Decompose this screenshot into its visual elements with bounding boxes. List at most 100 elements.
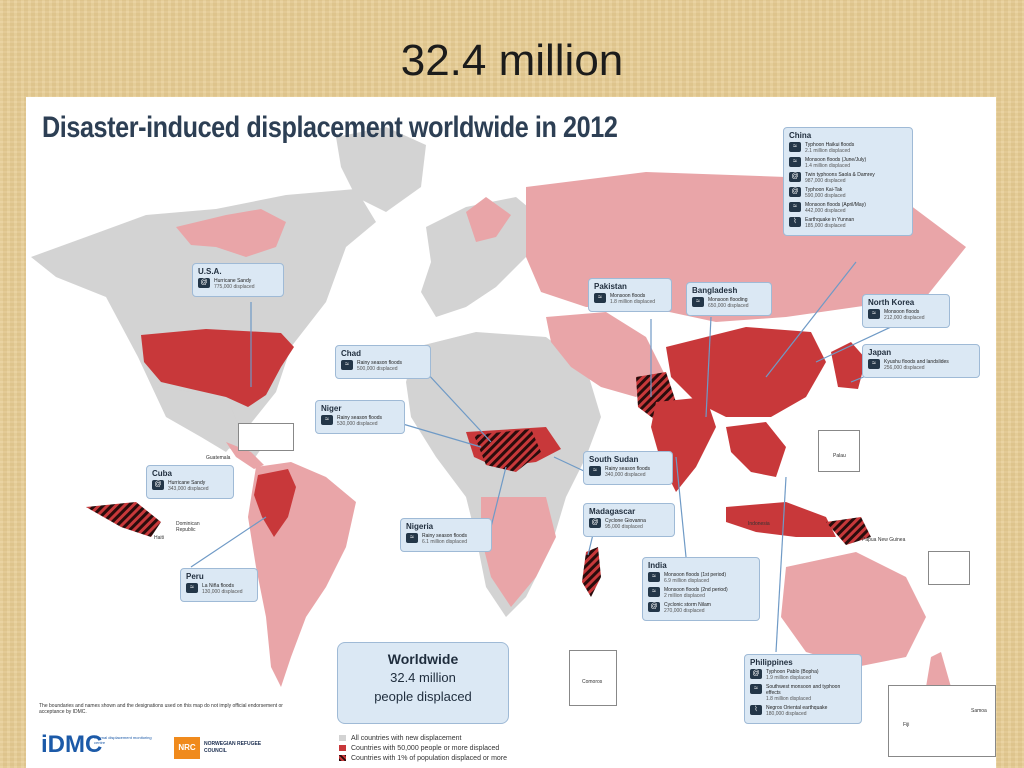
event-title: Typhoon Kai-Tak — [805, 187, 843, 193]
middle-east-region — [546, 312, 666, 397]
event-value: 1.8 million displaced — [610, 299, 656, 305]
worldwide-total: 32.4 million — [390, 670, 456, 685]
korea-japan-dark — [831, 342, 866, 389]
flood-icon: ≈ — [406, 533, 418, 543]
flood-icon: ≈ — [648, 587, 660, 597]
event-title: La Niña floods — [202, 583, 234, 589]
china-dark — [666, 327, 826, 417]
colombia-peru-dark — [254, 469, 296, 537]
event-value: 95,000 displaced — [605, 524, 643, 530]
callout-peru-name: Peru — [186, 572, 204, 581]
event-title: Rainy season floods — [605, 466, 651, 472]
event-value: 130,000 displaced — [202, 589, 243, 595]
nrc-logo-text: NORWEGIAN REFUGEE COUNCIL — [204, 741, 262, 754]
event-title: Monsoon floods (1st period) — [664, 572, 726, 578]
flood-icon: ≈ — [789, 142, 801, 152]
png-hatch — [826, 517, 871, 545]
event-value: 212,000 displaced — [884, 315, 925, 321]
callout-bangladesh: Bangladesh ≈ Monsoon flooding 650,000 disp… — [686, 282, 772, 316]
event-title: Monsoon floods (2nd period) — [664, 587, 728, 593]
label-comoros: Comoros — [582, 679, 603, 685]
worldwide-summary: Worldwide 32.4 million people displaced — [337, 642, 509, 724]
map-heading: Disaster-induced displacement worldwide … — [42, 111, 618, 144]
label-indonesia: Indonesia — [748, 521, 770, 527]
event-value: 2.1 million displaced — [805, 148, 851, 154]
madagascar-hatch — [582, 547, 601, 597]
legend-item-light: All countries with new displacement — [339, 733, 507, 743]
legend-label: Countries with 1% of population displace… — [351, 754, 508, 762]
callout-usa-name: U.S.A. — [198, 267, 222, 276]
flood-icon: ≈ — [789, 157, 801, 167]
flood-icon: ≈ — [789, 202, 801, 212]
label-haiti: Haiti — [154, 535, 165, 541]
event-title: Earthquake in Yunnan — [805, 217, 855, 223]
event-title: Rainy season floods — [337, 415, 383, 421]
inset-small-islands — [928, 551, 970, 585]
flood-icon: ≈ — [868, 359, 880, 369]
event-title: Hurricane Sandy — [214, 278, 252, 284]
callout-south-sudan: South Sudan ≈ Rainy season floods 340,000 … — [583, 451, 673, 485]
storm-icon: @ — [589, 518, 601, 528]
callout-pakistan: Pakistan ≈ Monsoon floods 1.8 million disp… — [588, 278, 672, 312]
storm-icon: @ — [648, 602, 660, 612]
indonesia-dark — [726, 502, 836, 537]
sahel-hatch — [474, 429, 541, 472]
map-disclaimer: The boundaries and names shown and the d… — [39, 703, 283, 715]
callout-niger: Niger ≈ Rainy season floods 530,000 displa… — [315, 400, 405, 434]
callout-philippines-name: Philippines — [750, 658, 793, 667]
storm-icon: @ — [789, 187, 801, 197]
southeast-asia-dark — [726, 422, 786, 477]
event-title: Typhoon Pablo (Bopha) — [766, 669, 819, 675]
callout-japan-name: Japan — [868, 348, 892, 357]
label-papua-new-guinea: Papua New Guinea — [862, 537, 906, 543]
event-title: Twin typhoons Saola & Damrey — [805, 172, 875, 178]
event-value: 2 million displaced — [664, 593, 705, 599]
storm-icon: @ — [152, 480, 164, 490]
flood-icon: ≈ — [868, 309, 880, 319]
idmc-logo-subtitle: internal displacement monitoring centre — [94, 735, 152, 745]
event-value: 6.9 million displaced — [664, 578, 710, 584]
callout-bangladesh-name: Bangladesh — [692, 286, 738, 295]
event-title: Monsoon floods (April/May) — [805, 202, 866, 208]
callout-cuba: Cuba @ Hurricane Sandy 343,000 displaced — [146, 465, 234, 499]
cuba-inset-hatch — [86, 502, 161, 537]
legend-swatch-hatch — [339, 755, 346, 761]
earthquake-icon: ⌇ — [789, 217, 801, 227]
inset-pacific: Fiji Samoa — [888, 685, 996, 757]
flood-icon: ≈ — [341, 360, 353, 370]
nrc-logo: NRC — [174, 737, 200, 759]
legend-item-dark: Countries with 50,000 people or more dis… — [339, 743, 507, 753]
flood-icon: ≈ — [750, 684, 762, 694]
label-guatemala: Guatemala — [206, 455, 231, 461]
event-title: Monsoon floods — [610, 293, 646, 299]
event-title: Monsoon floods (June/July) — [805, 157, 867, 163]
event-value: 1.9 million displaced — [766, 675, 812, 681]
event-value: 775,000 displaced — [214, 284, 255, 290]
event-value: 650,000 displaced — [708, 303, 749, 309]
callout-nigeria: Nigeria ≈ Rainy season floods 6.1 million … — [400, 518, 492, 552]
event-value: 180,000 displaced — [766, 711, 807, 717]
event-title: Typhoon Haikui floods — [805, 142, 855, 148]
event-title: Monsoon flooding — [708, 297, 748, 303]
flood-icon: ≈ — [321, 415, 333, 425]
scandinavia-light — [466, 197, 511, 242]
central-america-light — [226, 442, 264, 469]
label-samoa: Samoa — [971, 708, 987, 714]
worldwide-caption: people displaced — [374, 689, 472, 704]
callout-china-name: China — [789, 131, 812, 140]
event-value: 987,000 displaced — [805, 178, 846, 184]
alaska-canada-light — [176, 209, 286, 257]
callout-india: India ≈ Monsoon floods (1st period) 6.9 mi… — [642, 557, 760, 621]
callout-philippines: Philippines @ Typhoon Pablo (Bopha) 1.9 mi… — [744, 654, 862, 724]
slide-title: 32.4 million — [400, 36, 624, 85]
callout-peru: Peru ≈ La Niña floods 130,000 displaced — [180, 568, 258, 602]
event-value: 343,000 displaced — [168, 486, 209, 492]
event-value: 530,000 displaced — [337, 421, 378, 427]
map-panel: Disaster-induced displacement worldwide … — [26, 97, 996, 768]
callout-india-name: India — [648, 561, 667, 570]
event-value: 442,000 displaced — [805, 208, 846, 214]
event-title: Hurricane Sandy — [168, 480, 206, 486]
legend-label: Countries with 50,000 people or more dis… — [351, 744, 500, 752]
worldwide-title: Worldwide — [387, 651, 459, 667]
legend-swatch-light — [339, 735, 346, 741]
